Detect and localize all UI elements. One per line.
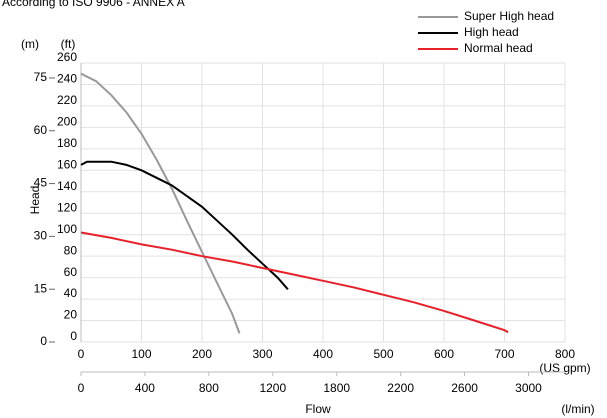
x2-tick-label: 3000 [515,381,542,395]
x-tick-label: 400 [313,347,333,361]
x2-unit: (l/min) [561,402,594,416]
y-unit: (ft) [61,37,76,51]
legend-label: High head [464,25,519,39]
x2-tick-label: 1800 [323,381,350,395]
y-tick-label: 120 [57,200,77,214]
y-tick-label: 0 [70,329,77,343]
y-tick-label: 20 [64,308,78,322]
y-tick-label: 240 [57,72,77,86]
y2-unit: (m) [21,37,39,51]
x-tick-label: 700 [494,347,514,361]
series-line [80,72,241,334]
y-tick-label: 80 [64,243,78,257]
y2-tick-label: 60 [34,123,48,137]
x-tick-label: 100 [131,347,151,361]
series-line [80,231,509,334]
legend-label: Super High head [464,9,554,23]
x-unit: (US gpm) [539,361,590,375]
y2-tick-label: 75 [34,70,48,84]
y-tick-label: 40 [64,286,78,300]
y2-tick-label: 30 [34,229,48,243]
series-line [80,160,289,291]
x2-tick-label: 2600 [451,381,478,395]
y2-tick-label: 45 [34,176,48,190]
y-tick-label: 180 [57,136,77,150]
x-tick-label: 200 [192,347,212,361]
chart-title: According to ISO 9906 - ANNEX A [2,0,185,9]
y-tick-label: 60 [64,265,78,279]
x2-tick-label: 1200 [259,381,286,395]
x-tick-label: 500 [373,347,393,361]
y-tick-label: 100 [57,222,77,236]
y-axis-title: Head [28,186,42,215]
x2-tick-label: 2200 [387,381,414,395]
legend-label: Normal head [464,41,533,55]
y-tick-label: 140 [57,179,77,193]
y-tick-label: 200 [57,115,77,129]
x-tick-label: 800 [555,347,575,361]
x-tick-label: 300 [252,347,272,361]
x2-tick-label: 400 [135,381,155,395]
y-tick-label: 160 [57,157,77,171]
y-tick-label: 220 [57,93,77,107]
y2-tick-label: 15 [34,281,48,295]
x-tick-label: 600 [434,347,454,361]
y2-tick-label: 0 [40,334,47,348]
x2-tick-label: 800 [199,381,219,395]
y-tick-label: 260 [57,50,77,64]
x-axis-title: Flow [305,402,331,416]
x2-tick-label: 0 [78,381,85,395]
x-tick-label: 0 [78,347,85,361]
